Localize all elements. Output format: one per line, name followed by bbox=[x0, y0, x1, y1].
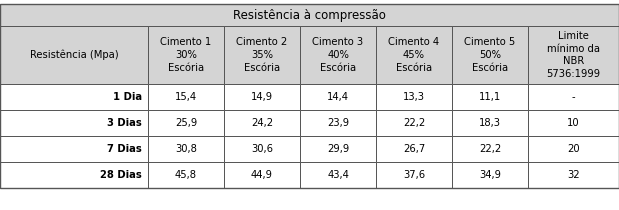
Text: 14,9: 14,9 bbox=[251, 92, 273, 102]
Text: Cimento 4
45%
Escória: Cimento 4 45% Escória bbox=[389, 37, 439, 73]
Bar bbox=[528, 162, 619, 188]
Text: 30,8: 30,8 bbox=[175, 144, 197, 154]
Bar bbox=[224, 110, 300, 136]
Bar bbox=[376, 136, 452, 162]
Bar bbox=[0, 110, 148, 136]
Bar bbox=[148, 162, 224, 188]
Bar bbox=[0, 4, 619, 26]
Bar bbox=[528, 26, 619, 84]
Bar bbox=[452, 136, 528, 162]
Text: 28 Dias: 28 Dias bbox=[100, 170, 142, 180]
Text: Cimento 2
35%
Escória: Cimento 2 35% Escória bbox=[236, 37, 288, 73]
Bar bbox=[300, 26, 376, 84]
Bar bbox=[0, 136, 148, 162]
Text: 23,9: 23,9 bbox=[327, 118, 349, 128]
Text: 29,9: 29,9 bbox=[327, 144, 349, 154]
Text: Resistência (Mpa): Resistência (Mpa) bbox=[30, 50, 118, 60]
Text: Cimento 1
30%
Escória: Cimento 1 30% Escória bbox=[160, 37, 212, 73]
Text: Cimento 3
40%
Escória: Cimento 3 40% Escória bbox=[313, 37, 363, 73]
Bar bbox=[224, 162, 300, 188]
Bar bbox=[300, 110, 376, 136]
Bar bbox=[148, 110, 224, 136]
Bar bbox=[528, 84, 619, 110]
Bar bbox=[528, 136, 619, 162]
Bar bbox=[452, 110, 528, 136]
Bar bbox=[300, 162, 376, 188]
Bar bbox=[300, 84, 376, 110]
Text: 44,9: 44,9 bbox=[251, 170, 273, 180]
Text: 22,2: 22,2 bbox=[479, 144, 501, 154]
Text: 25,9: 25,9 bbox=[175, 118, 197, 128]
Text: -: - bbox=[572, 92, 575, 102]
Text: 22,2: 22,2 bbox=[403, 118, 425, 128]
Text: 45,8: 45,8 bbox=[175, 170, 197, 180]
Text: 37,6: 37,6 bbox=[403, 170, 425, 180]
Bar bbox=[452, 26, 528, 84]
Bar bbox=[0, 162, 148, 188]
Bar bbox=[0, 84, 148, 110]
Bar bbox=[528, 110, 619, 136]
Text: 24,2: 24,2 bbox=[251, 118, 273, 128]
Text: Resistência à compressão: Resistência à compressão bbox=[233, 8, 386, 21]
Bar bbox=[376, 162, 452, 188]
Text: 18,3: 18,3 bbox=[479, 118, 501, 128]
Text: Limite
mínimo da
NBR
5736:1999: Limite mínimo da NBR 5736:1999 bbox=[547, 31, 600, 79]
Bar bbox=[376, 110, 452, 136]
Bar bbox=[148, 136, 224, 162]
Text: 43,4: 43,4 bbox=[327, 170, 349, 180]
Text: 7 Dias: 7 Dias bbox=[107, 144, 142, 154]
Bar bbox=[0, 4, 619, 188]
Text: 10: 10 bbox=[567, 118, 580, 128]
Text: 20: 20 bbox=[567, 144, 580, 154]
Bar bbox=[376, 26, 452, 84]
Text: 15,4: 15,4 bbox=[175, 92, 197, 102]
Text: 34,9: 34,9 bbox=[479, 170, 501, 180]
Bar bbox=[452, 84, 528, 110]
Bar bbox=[0, 26, 148, 84]
Text: 32: 32 bbox=[567, 170, 580, 180]
Bar bbox=[224, 26, 300, 84]
Text: 3 Dias: 3 Dias bbox=[107, 118, 142, 128]
Bar bbox=[376, 84, 452, 110]
Text: 26,7: 26,7 bbox=[403, 144, 425, 154]
Bar bbox=[224, 136, 300, 162]
Text: 1 Dia: 1 Dia bbox=[113, 92, 142, 102]
Text: 14,4: 14,4 bbox=[327, 92, 349, 102]
Bar bbox=[148, 26, 224, 84]
Bar bbox=[300, 136, 376, 162]
Text: 13,3: 13,3 bbox=[403, 92, 425, 102]
Bar bbox=[148, 84, 224, 110]
Bar bbox=[224, 84, 300, 110]
Text: 30,6: 30,6 bbox=[251, 144, 273, 154]
Text: Cimento 5
50%
Escória: Cimento 5 50% Escória bbox=[464, 37, 516, 73]
Bar bbox=[452, 162, 528, 188]
Text: 11,1: 11,1 bbox=[479, 92, 501, 102]
